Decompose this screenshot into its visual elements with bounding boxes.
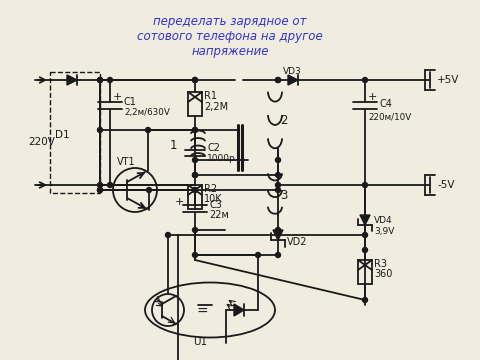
Bar xyxy=(358,260,372,284)
Polygon shape xyxy=(67,75,77,85)
Text: 360: 360 xyxy=(374,269,392,279)
Circle shape xyxy=(97,188,103,193)
Circle shape xyxy=(192,77,197,82)
Polygon shape xyxy=(234,304,244,316)
Circle shape xyxy=(362,297,368,302)
Bar xyxy=(188,185,202,209)
Circle shape xyxy=(276,228,280,233)
Circle shape xyxy=(276,172,280,177)
Text: R1: R1 xyxy=(204,91,217,101)
Circle shape xyxy=(145,127,151,132)
Text: 22м: 22м xyxy=(209,210,229,220)
Text: U1: U1 xyxy=(193,337,207,347)
Text: 220V: 220V xyxy=(28,137,55,147)
Text: C4: C4 xyxy=(379,99,392,109)
Text: 3,9V: 3,9V xyxy=(374,226,395,235)
Text: переделать зарядное от
сотового телефона на другое
напряжение: переделать зарядное от сотового телефона… xyxy=(137,15,323,58)
Text: C3: C3 xyxy=(209,200,222,210)
Circle shape xyxy=(192,172,197,177)
Text: D1: D1 xyxy=(55,130,70,140)
Text: 2,2м/630V: 2,2м/630V xyxy=(124,108,170,117)
Text: -5V: -5V xyxy=(437,180,455,190)
Text: VD4: VD4 xyxy=(374,216,393,225)
Text: R2: R2 xyxy=(204,184,217,194)
Circle shape xyxy=(276,188,280,193)
Text: 220м/10V: 220м/10V xyxy=(368,113,411,122)
Text: C2: C2 xyxy=(207,143,220,153)
Circle shape xyxy=(192,188,197,193)
Text: VD3: VD3 xyxy=(283,67,302,76)
Circle shape xyxy=(362,233,368,238)
Circle shape xyxy=(97,183,103,188)
Circle shape xyxy=(276,158,280,162)
Text: +: + xyxy=(175,197,184,207)
Text: +: + xyxy=(368,92,377,102)
Polygon shape xyxy=(288,75,298,85)
Circle shape xyxy=(192,252,197,257)
Circle shape xyxy=(192,228,197,233)
Text: R3: R3 xyxy=(374,259,387,269)
Circle shape xyxy=(362,248,368,252)
Bar xyxy=(188,92,202,116)
Text: +5V: +5V xyxy=(437,75,459,85)
Circle shape xyxy=(362,77,368,82)
Text: +: + xyxy=(113,92,122,102)
Polygon shape xyxy=(360,215,370,225)
Text: VD2: VD2 xyxy=(287,237,308,247)
Circle shape xyxy=(255,252,261,257)
Circle shape xyxy=(192,77,197,82)
Text: =: = xyxy=(196,305,208,319)
Circle shape xyxy=(108,77,112,82)
Circle shape xyxy=(276,252,280,257)
Text: 10K: 10K xyxy=(204,194,223,204)
Text: 2: 2 xyxy=(280,113,288,126)
Text: 2,2М: 2,2М xyxy=(204,102,228,112)
Bar xyxy=(50,72,100,193)
Circle shape xyxy=(97,77,103,82)
Circle shape xyxy=(276,183,280,188)
Circle shape xyxy=(97,77,103,82)
Text: 1: 1 xyxy=(169,139,177,152)
Text: 3: 3 xyxy=(280,189,288,202)
Text: 1000р: 1000р xyxy=(207,153,236,162)
Polygon shape xyxy=(273,230,283,240)
Circle shape xyxy=(362,183,368,188)
Circle shape xyxy=(192,127,197,132)
Circle shape xyxy=(97,127,103,132)
Circle shape xyxy=(192,158,197,162)
Circle shape xyxy=(276,77,280,82)
Circle shape xyxy=(108,183,112,188)
Circle shape xyxy=(97,188,103,193)
Text: VT1: VT1 xyxy=(117,157,136,167)
Circle shape xyxy=(192,188,197,193)
Circle shape xyxy=(192,172,197,177)
Circle shape xyxy=(146,188,152,193)
Circle shape xyxy=(192,127,197,132)
Circle shape xyxy=(276,77,280,82)
Circle shape xyxy=(166,233,170,238)
Text: C1: C1 xyxy=(124,97,137,107)
